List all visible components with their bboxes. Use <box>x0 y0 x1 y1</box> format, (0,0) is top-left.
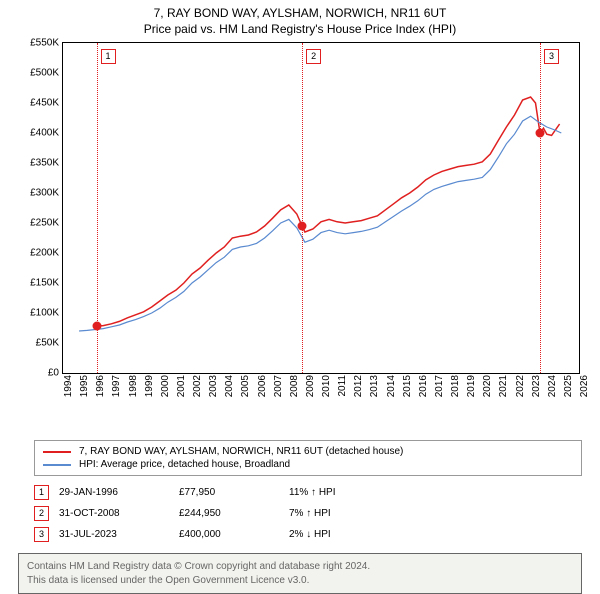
x-tick-label: 1997 <box>111 375 122 397</box>
x-tick-label: 2020 <box>482 375 493 397</box>
y-tick-label: £300K <box>30 188 59 199</box>
sale-hpi-delta: 2% ↓ HPI <box>289 529 399 540</box>
sale-row: 3 31-JUL-2023 £400,000 2% ↓ HPI <box>34 524 582 545</box>
x-tick-label: 2018 <box>450 375 461 397</box>
y-tick-label: £550K <box>30 38 59 49</box>
sale-index: 3 <box>34 527 49 542</box>
x-tick-label: 2010 <box>321 375 332 397</box>
x-tick-label: 2003 <box>208 375 219 397</box>
x-tick-label: 1998 <box>128 375 139 397</box>
sale-date: 31-JUL-2023 <box>59 529 169 540</box>
y-tick-label: £400K <box>30 128 59 139</box>
event-marker: 1 <box>101 49 116 64</box>
x-tick-label: 2016 <box>418 375 429 397</box>
x-tick-label: 2021 <box>498 375 509 397</box>
event-marker: 3 <box>544 49 559 64</box>
event-line <box>540 43 541 373</box>
y-tick-label: £50K <box>36 338 59 349</box>
sale-point <box>298 222 307 231</box>
x-tick-label: 2007 <box>273 375 284 397</box>
sale-point <box>535 129 544 138</box>
x-tick-label: 2011 <box>337 375 348 397</box>
chart: £0 £50K £100K £150K £200K £250K £300K £350K £400… <box>20 42 580 412</box>
x-tick-label: 2000 <box>160 375 171 397</box>
x-tick-label: 2013 <box>369 375 380 397</box>
x-tick-label: 2023 <box>531 375 542 397</box>
sale-index: 2 <box>34 506 49 521</box>
sale-index: 1 <box>34 485 49 500</box>
footer-attribution: Contains HM Land Registry data © Crown c… <box>18 553 582 594</box>
x-tick-label: 1996 <box>95 375 106 397</box>
x-tick-label: 2008 <box>289 375 300 397</box>
sale-price: £244,950 <box>179 508 279 519</box>
y-tick-label: £150K <box>30 278 59 289</box>
x-tick-label: 2006 <box>257 375 268 397</box>
y-tick-label: £100K <box>30 308 59 319</box>
x-tick-label: 2001 <box>176 375 187 397</box>
x-tick-label: 1994 <box>63 375 74 397</box>
legend: 7, RAY BOND WAY, AYLSHAM, NORWICH, NR11 … <box>34 440 582 476</box>
x-tick-label: 2024 <box>547 375 558 397</box>
y-tick-label: £350K <box>30 158 59 169</box>
x-tick-label: 2014 <box>386 375 397 397</box>
y-tick-label: £0 <box>48 368 59 379</box>
sale-point <box>92 322 101 331</box>
legend-item: 7, RAY BOND WAY, AYLSHAM, NORWICH, NR11 … <box>43 445 573 458</box>
x-tick-label: 2025 <box>563 375 574 397</box>
sale-hpi-delta: 11% ↑ HPI <box>289 487 399 498</box>
title-subtitle: Price paid vs. HM Land Registry's House … <box>0 22 600 36</box>
title-address: 7, RAY BOND WAY, AYLSHAM, NORWICH, NR11 … <box>0 6 600 20</box>
event-marker: 2 <box>306 49 321 64</box>
x-tick-label: 2022 <box>515 375 526 397</box>
footer-line2: This data is licensed under the Open Gov… <box>27 574 573 588</box>
y-tick-label: £500K <box>30 68 59 79</box>
sale-row: 1 29-JAN-1996 £77,950 11% ↑ HPI <box>34 482 582 503</box>
x-tick-label: 2015 <box>402 375 413 397</box>
legend-swatch <box>43 464 71 466</box>
sales-table: 1 29-JAN-1996 £77,950 11% ↑ HPI 2 31-OCT-2008… <box>34 482 582 545</box>
sale-price: £77,950 <box>179 487 279 498</box>
legend-swatch <box>43 451 71 453</box>
plot-area: £0£50K£100K£150K£200K£250K£300K£350K£400… <box>62 42 580 374</box>
legend-item: HPI: Average price, detached house, Broa… <box>43 458 573 471</box>
x-tick-label: 2004 <box>224 375 235 397</box>
legend-label: 7, RAY BOND WAY, AYLSHAM, NORWICH, NR11 … <box>79 446 403 457</box>
sale-date: 31-OCT-2008 <box>59 508 169 519</box>
x-tick-label: 2012 <box>353 375 364 397</box>
event-line <box>302 43 303 373</box>
x-tick-label: 2009 <box>305 375 316 397</box>
series-hpi <box>79 116 561 331</box>
x-tick-label: 2017 <box>434 375 445 397</box>
x-tick-label: 1999 <box>144 375 155 397</box>
sale-price: £400,000 <box>179 529 279 540</box>
x-tick-label: 2026 <box>579 375 590 397</box>
series-property <box>97 97 560 326</box>
chart-lines <box>63 43 579 373</box>
footer-line1: Contains HM Land Registry data © Crown c… <box>27 560 573 574</box>
sale-date: 29-JAN-1996 <box>59 487 169 498</box>
x-tick-label: 2005 <box>240 375 251 397</box>
y-tick-label: £200K <box>30 248 59 259</box>
x-tick-label: 2002 <box>192 375 203 397</box>
y-tick-label: £450K <box>30 98 59 109</box>
x-tick-label: 2019 <box>466 375 477 397</box>
y-tick-label: £250K <box>30 218 59 229</box>
sale-row: 2 31-OCT-2008 £244,950 7% ↑ HPI <box>34 503 582 524</box>
sale-hpi-delta: 7% ↑ HPI <box>289 508 399 519</box>
x-tick-label: 1995 <box>79 375 90 397</box>
legend-label: HPI: Average price, detached house, Broa… <box>79 459 290 470</box>
